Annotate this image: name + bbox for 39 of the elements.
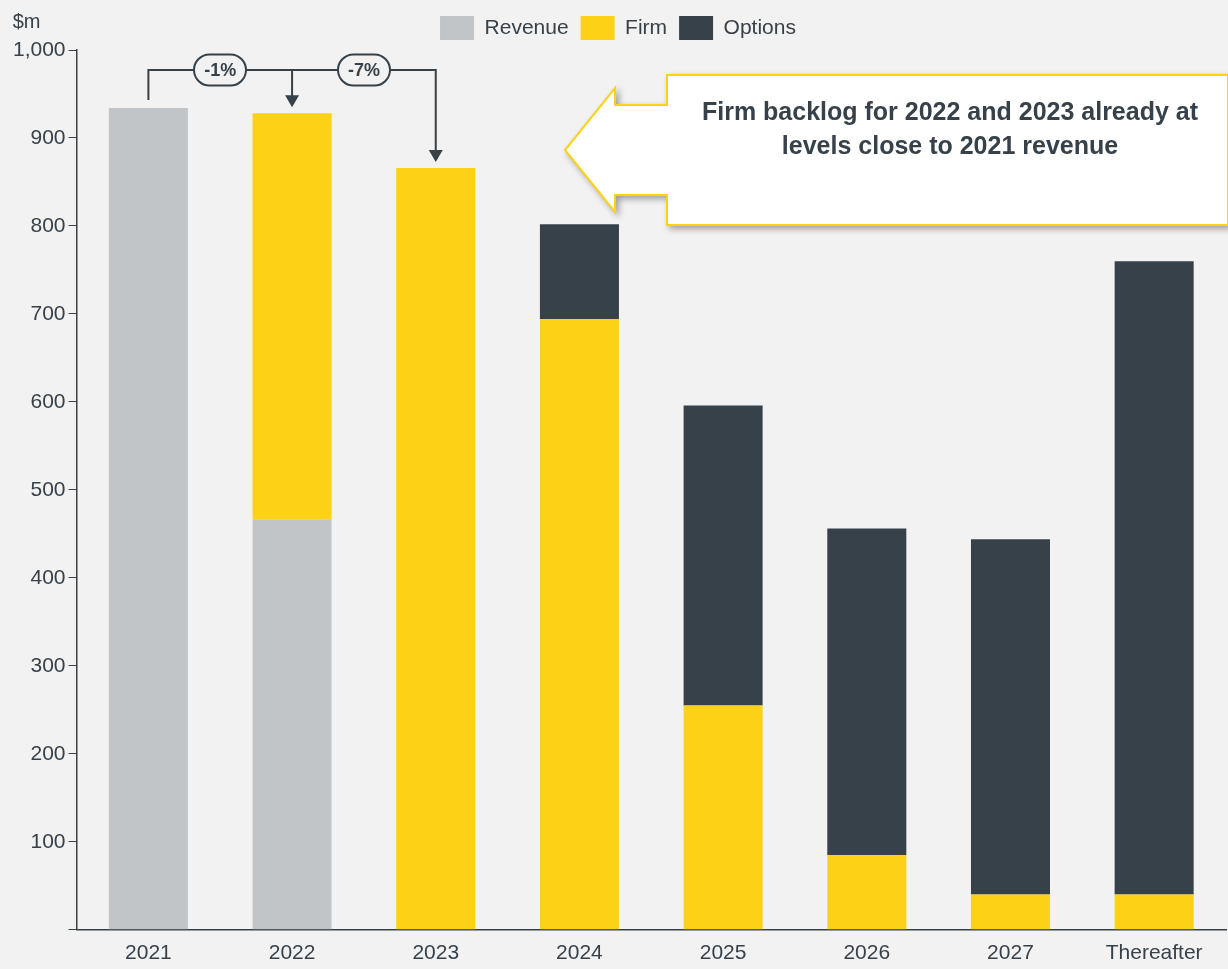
annotation: -1%: [193, 53, 248, 87]
bar: [1114, 894, 1194, 930]
y-tick-label: 400: [30, 564, 66, 588]
bar: [827, 855, 907, 930]
legend-label: Revenue: [484, 14, 569, 38]
x-tick-label: 2026: [843, 940, 891, 964]
x-tick-label: 2024: [556, 940, 604, 964]
legend-label: Options: [723, 14, 796, 38]
bar: [683, 705, 763, 930]
y-tick-label: 300: [30, 652, 66, 676]
bar: [108, 108, 188, 930]
y-axis-title: $m: [12, 9, 41, 32]
bar: [1114, 261, 1194, 895]
x-tick-label: 2022: [268, 940, 316, 964]
x-tick-label: 2025: [699, 940, 747, 964]
bar: [539, 319, 619, 930]
bar: [252, 113, 332, 520]
y-tick-label: 800: [30, 212, 66, 236]
legend-label: Firm: [625, 14, 668, 38]
y-tick-label: 100: [30, 828, 66, 852]
bar: [683, 405, 763, 706]
annotation: -7%: [336, 53, 391, 87]
y-tick-label: 600: [30, 388, 66, 412]
bar: [396, 167, 476, 930]
annotation: Firm backlog for 2022 and 2023 already at levels close to 2021 revenue: [700, 96, 1200, 161]
bar: [970, 539, 1050, 895]
y-tick-label: 1,000: [12, 36, 66, 60]
y-tick-label: 200: [30, 740, 66, 764]
y-tick-label: 700: [30, 300, 66, 324]
y-tick-label: 900: [30, 124, 66, 148]
y-tick-label: 500: [30, 476, 66, 500]
bar: [827, 528, 907, 856]
x-tick-label: 2027: [987, 940, 1034, 964]
bar: [539, 224, 619, 320]
x-tick-label: 2021: [125, 940, 172, 964]
x-tick-label: Thereafter: [1105, 940, 1203, 964]
bar: [970, 894, 1050, 930]
x-tick-label: 2023: [412, 940, 460, 964]
bar: [252, 519, 332, 930]
